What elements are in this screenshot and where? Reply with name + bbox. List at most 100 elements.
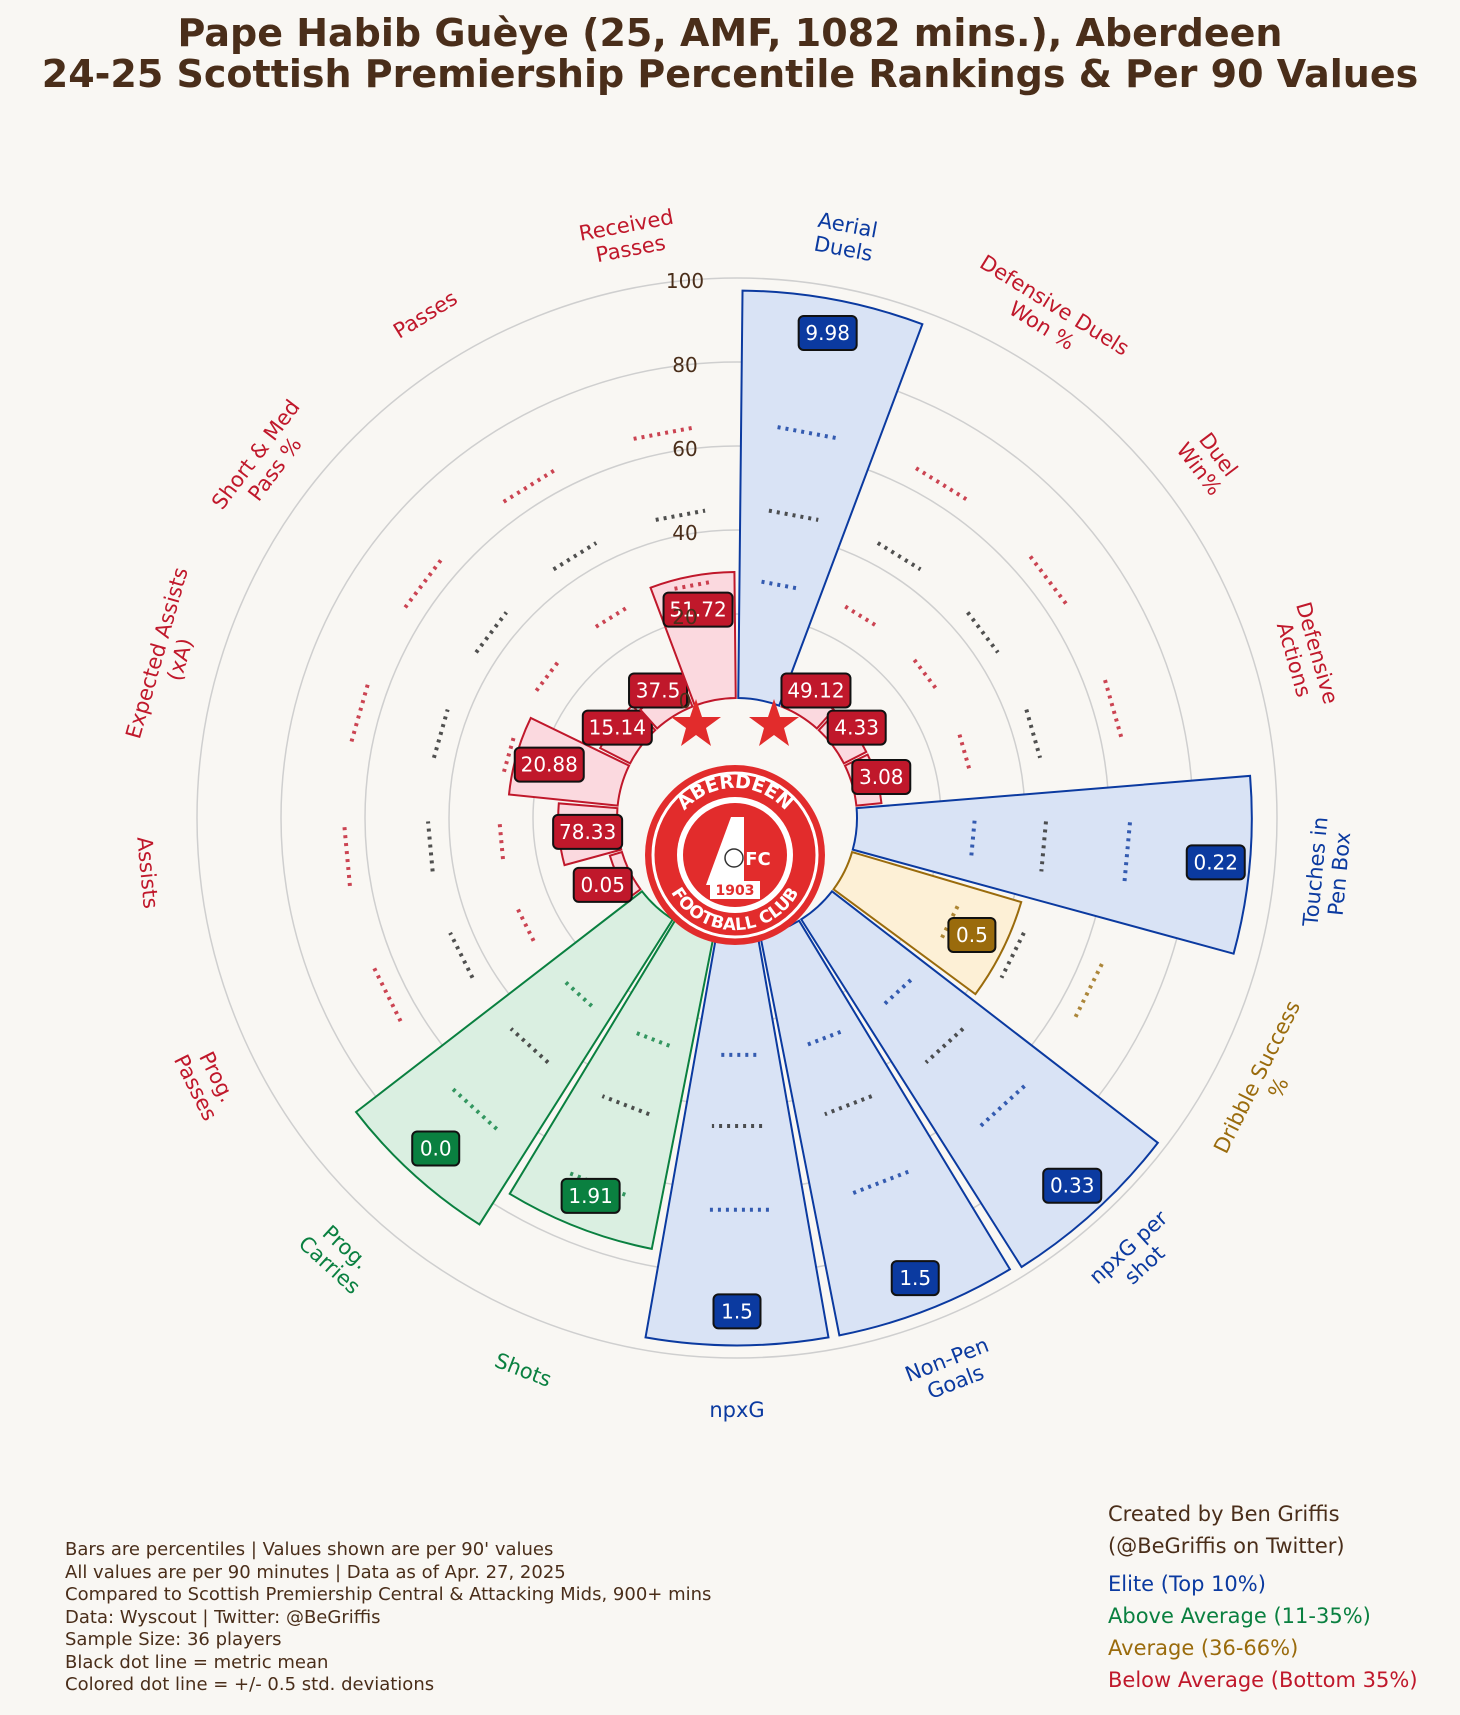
std-dev-marker [448,1084,499,1131]
chart-title-line-2: 24-25 Scottish Premiership Percentile Ra… [41,52,1419,96]
r-tick-label: 20 [672,605,697,629]
std-dev-marker [803,1029,842,1048]
note-line: Sample Size: 36 players [65,1629,282,1650]
value-badge [1042,1167,1103,1204]
value-badge [826,709,887,746]
std-dev-marker [975,1084,1026,1131]
value-badge [552,813,624,850]
metric-label: DuelWin% [1172,424,1246,500]
mean-marker [768,508,819,522]
value-label: 1.5 [899,1266,931,1290]
std-dev-marker [370,963,403,1023]
value-label: 0.0 [420,1136,452,1160]
metric-label: Dribble Success% [1209,997,1327,1168]
mean-marker [655,508,706,522]
metric-label: Assists [132,836,163,910]
value-badge [628,672,689,709]
value-badge [411,1130,461,1167]
note-line: Data: Wyscout | Twitter: @BeGriffis [65,1606,381,1628]
metric-label: npxG [709,1398,764,1422]
metric-label: Short & MedPass % [207,395,324,528]
mean-marker [426,821,435,872]
metric-label: npxG pershot [1085,1206,1189,1307]
metric-label: Prog.Carries [294,1214,381,1299]
value-badge [572,866,633,903]
crest-initials: FC [745,849,771,870]
mean-marker [509,1027,550,1064]
std-dev-marker [880,978,913,1008]
std-dev-marker [342,822,352,887]
mean-marker [824,1094,873,1117]
std-dev-marker [777,425,841,441]
value-badge [947,916,997,953]
bar-dribble-success- [832,850,1023,996]
value-badge [560,1177,621,1214]
aberdeen-logo: ABERDEEN FOOTBALL CLUB FC 1903 [645,699,825,945]
r-tick-label: 0 [679,689,692,713]
r-tick-label: 80 [672,353,697,377]
std-dev-marker [844,604,880,629]
mean-marker [448,931,475,979]
note-line: Bars are percentiles | Values shown are … [65,1539,554,1560]
std-dev-marker [1071,963,1104,1023]
legend-above-average: Above Average (11-35%) [1108,1604,1371,1628]
bar-aerial-duels [737,289,924,707]
std-dev-marker [674,579,713,591]
value-label: 9.98 [805,321,850,345]
star-icon [749,699,799,746]
mean-marker [431,709,450,759]
std-dev-marker [1028,555,1071,609]
mean-marker [552,541,598,572]
value-label: 3.08 [859,765,904,789]
std-dev-marker [497,820,505,860]
std-dev-marker [957,734,972,773]
std-dev-marker [403,555,446,609]
mean-marker [966,611,1000,654]
value-label: 1.91 [568,1184,613,1208]
mean-marker [601,1094,650,1117]
std-dev-marker [938,905,960,942]
value-label: 20.88 [521,753,578,777]
mean-marker [474,611,508,654]
legend: Elite (Top 10%) Above Average (11-35%) A… [1108,1568,1418,1696]
r-tick-label: 100 [666,269,704,293]
metric-label: Prog.Passes [169,1040,243,1124]
std-dev-marker [594,604,630,629]
note-line: Colored dot line = +/- 0.5 std. deviatio… [65,1674,435,1695]
value-label: 0.33 [1050,1174,1095,1198]
metric-label: ReceivedPasses [577,205,680,270]
note-line: Compared to Scottish Premiership Central… [65,1584,712,1605]
std-dev-marker [1103,679,1125,743]
metric-label: DefensiveActions [1268,599,1343,713]
metric-label: AerialDuels [812,208,880,266]
legend-elite: Elite (Top 10%) [1108,1572,1266,1596]
crest-year: 1903 [716,883,755,899]
metric-label: Shots [491,1348,554,1392]
value-label: 0.5 [956,923,988,947]
std-dev-marker [915,466,972,504]
value-label: 1.5 [721,1299,753,1323]
value-badge [780,672,852,709]
value-badge [513,746,585,783]
std-dev-marker [502,466,559,504]
value-badge [1185,844,1246,881]
std-dev-marker [514,905,536,942]
methodology-notes: Bars are percentiles | Values shown are … [65,1539,711,1697]
value-badge [851,758,912,795]
value-badge [581,709,653,746]
value-label: 51.72 [669,598,726,622]
std-dev-marker [502,734,517,773]
value-label: 49.12 [787,678,844,702]
mean-marker [876,541,922,572]
mean-marker [924,1027,965,1064]
grid-ring [196,277,1278,1359]
metric-label: Non-PenGoals [902,1333,1001,1409]
std-dev-marker [561,978,594,1008]
note-line: Black dot line = metric mean [65,1651,329,1673]
value-badge [797,315,858,352]
metric-label: Passes [389,286,461,343]
std-dev-marker [349,679,371,743]
credit-line-1: Created by Ben Griffis [1108,1502,1340,1526]
std-dev-marker [848,1169,909,1197]
